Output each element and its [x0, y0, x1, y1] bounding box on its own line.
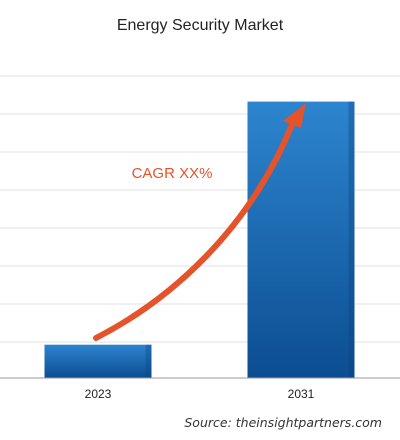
bars	[44, 101, 355, 379]
trend-arrow-curve	[93, 119, 296, 341]
trend-arrow-head	[283, 103, 306, 128]
bar-edge-shade	[348, 101, 355, 379]
bar-edge-shade	[145, 344, 152, 378]
source-note: Source: theinsightpartners.com	[184, 415, 382, 430]
bar	[44, 344, 152, 378]
x-tick-labels: 2023 2031	[85, 387, 315, 401]
cagr-annotation: CAGR XX%	[132, 165, 213, 182]
bar	[247, 101, 355, 379]
trend-arrow-icon	[93, 103, 306, 341]
x-tick-label: 2023	[85, 387, 112, 401]
x-tick-label: 2031	[288, 387, 315, 401]
bar-2023	[44, 344, 152, 378]
chart-title: Energy Security Market	[117, 17, 284, 34]
bar-2031	[247, 101, 355, 379]
